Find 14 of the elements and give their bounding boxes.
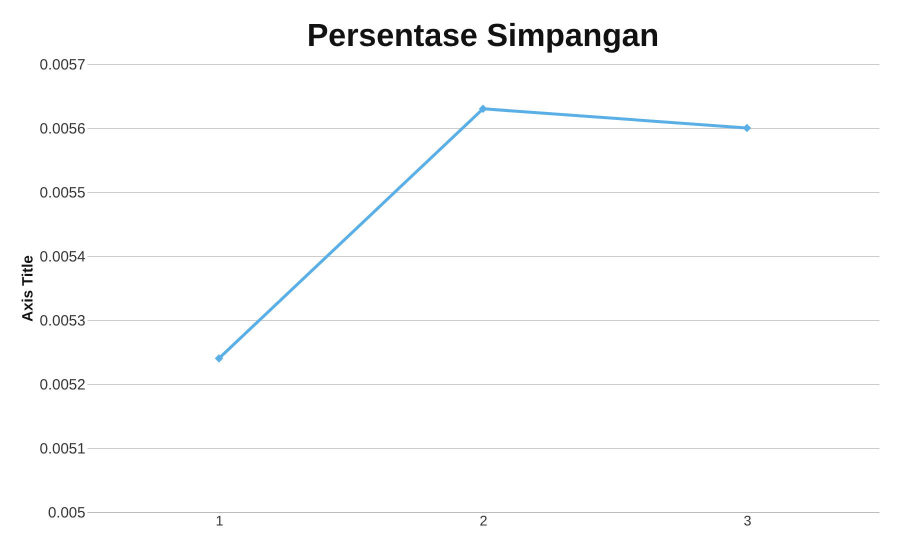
y-tick-label: 0.005 [48, 504, 86, 522]
y-tick-label: 0.0053 [40, 312, 86, 330]
y-tick-label: 0.0057 [40, 56, 86, 74]
x-tick-label: 2 [480, 512, 488, 528]
x-tick-label: 3 [744, 512, 752, 528]
y-tick-label: 0.0054 [40, 248, 86, 266]
chart-title: Persentase Simpangan [306, 17, 660, 53]
point [214, 354, 224, 363]
y-tick-label: 0.0051 [40, 440, 86, 458]
y-tick-label: 0.0052 [40, 376, 86, 394]
x-tick-label: 1 [216, 512, 224, 528]
y-axis-title: Axis Title [20, 255, 37, 322]
y-tick-label: 0.0055 [40, 184, 86, 202]
y-tick-label: 0.0056 [40, 120, 86, 138]
